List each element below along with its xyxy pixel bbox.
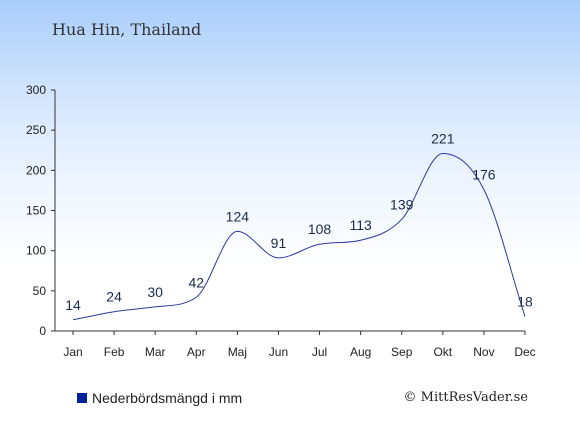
data-label: 18 [517,294,533,310]
x-tick-label: Mar [145,345,166,359]
data-label: 221 [431,130,455,146]
y-tick-label: 50 [33,284,47,298]
x-tick-label: Jan [63,345,82,359]
y-tick-label: 150 [26,204,46,218]
credit-text: © MittResVader.se [403,390,528,405]
x-tick-label: Aug [350,345,371,359]
x-tick-label: Apr [187,345,206,359]
series-line [72,152,526,321]
x-tick-label: Okt [433,345,452,359]
x-tick-label: Feb [104,345,125,359]
y-tick-label: 250 [26,123,46,137]
x-tick-label: Jul [312,345,327,359]
x-ticks: Jan Feb Mar Apr Maj Jun Jul Aug Sep Okt Nov Dec [63,331,536,359]
legend-label: Nederbördsmängd i mm [92,390,243,406]
x-tick-label: Sep [391,345,413,359]
x-tick-label: Maj [228,345,247,359]
y-tick-label: 0 [39,324,46,338]
x-tick-label: Dec [514,345,535,359]
chart-title: Hua Hin, Thailand [52,20,202,39]
x-tick-label: Jun [269,345,288,359]
data-label: 139 [390,196,414,212]
data-label: 30 [147,284,163,300]
y-ticks: 0 50 100 150 200 250 300 [26,83,55,338]
y-tick-label: 200 [26,163,46,177]
y-tick-label: 100 [26,244,46,258]
data-label: 124 [226,208,250,224]
legend-swatch [77,393,87,403]
y-tick-label: 300 [26,83,46,97]
data-labels: 14 24 30 42 124 91 108 113 139 221 176 18 [65,130,533,312]
x-tick-label: Nov [473,345,494,359]
data-label: 14 [65,297,81,313]
data-label: 42 [188,274,204,290]
data-label: 113 [349,217,372,233]
data-label: 108 [308,221,332,237]
data-label: 176 [472,167,496,183]
legend: Nederbördsmängd i mm [77,390,242,406]
data-label: 24 [106,289,122,305]
data-label: 91 [271,235,287,251]
